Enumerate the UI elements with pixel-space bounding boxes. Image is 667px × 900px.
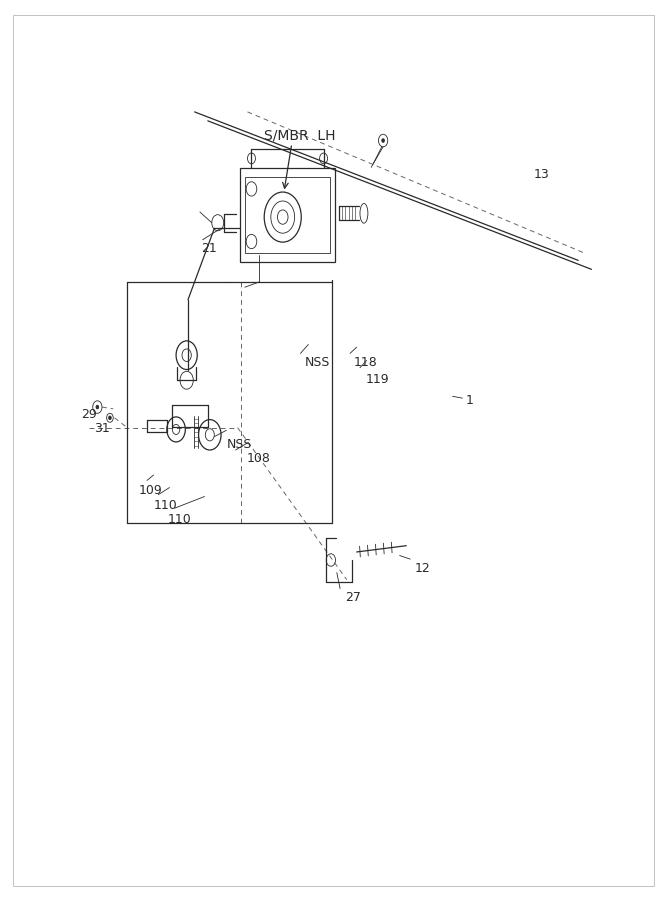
Text: 108: 108	[246, 453, 270, 465]
Text: 109: 109	[138, 484, 162, 497]
Text: NSS: NSS	[305, 356, 330, 369]
Text: 31: 31	[94, 422, 110, 435]
Text: NSS: NSS	[226, 438, 251, 451]
Circle shape	[109, 416, 111, 419]
Text: 29: 29	[81, 408, 97, 420]
Text: 12: 12	[414, 562, 430, 574]
Circle shape	[382, 139, 384, 142]
Text: 118: 118	[354, 356, 377, 369]
Text: 1: 1	[466, 394, 474, 408]
Text: S/MBR  LH: S/MBR LH	[264, 128, 336, 142]
Text: 110: 110	[153, 499, 177, 512]
Bar	[239, 168, 336, 262]
Text: 13: 13	[534, 168, 550, 181]
Text: 21: 21	[201, 242, 217, 256]
Circle shape	[96, 405, 99, 409]
Text: 119: 119	[366, 373, 389, 386]
Text: 27: 27	[345, 591, 361, 604]
Bar	[245, 177, 330, 253]
Text: 110: 110	[168, 513, 192, 526]
